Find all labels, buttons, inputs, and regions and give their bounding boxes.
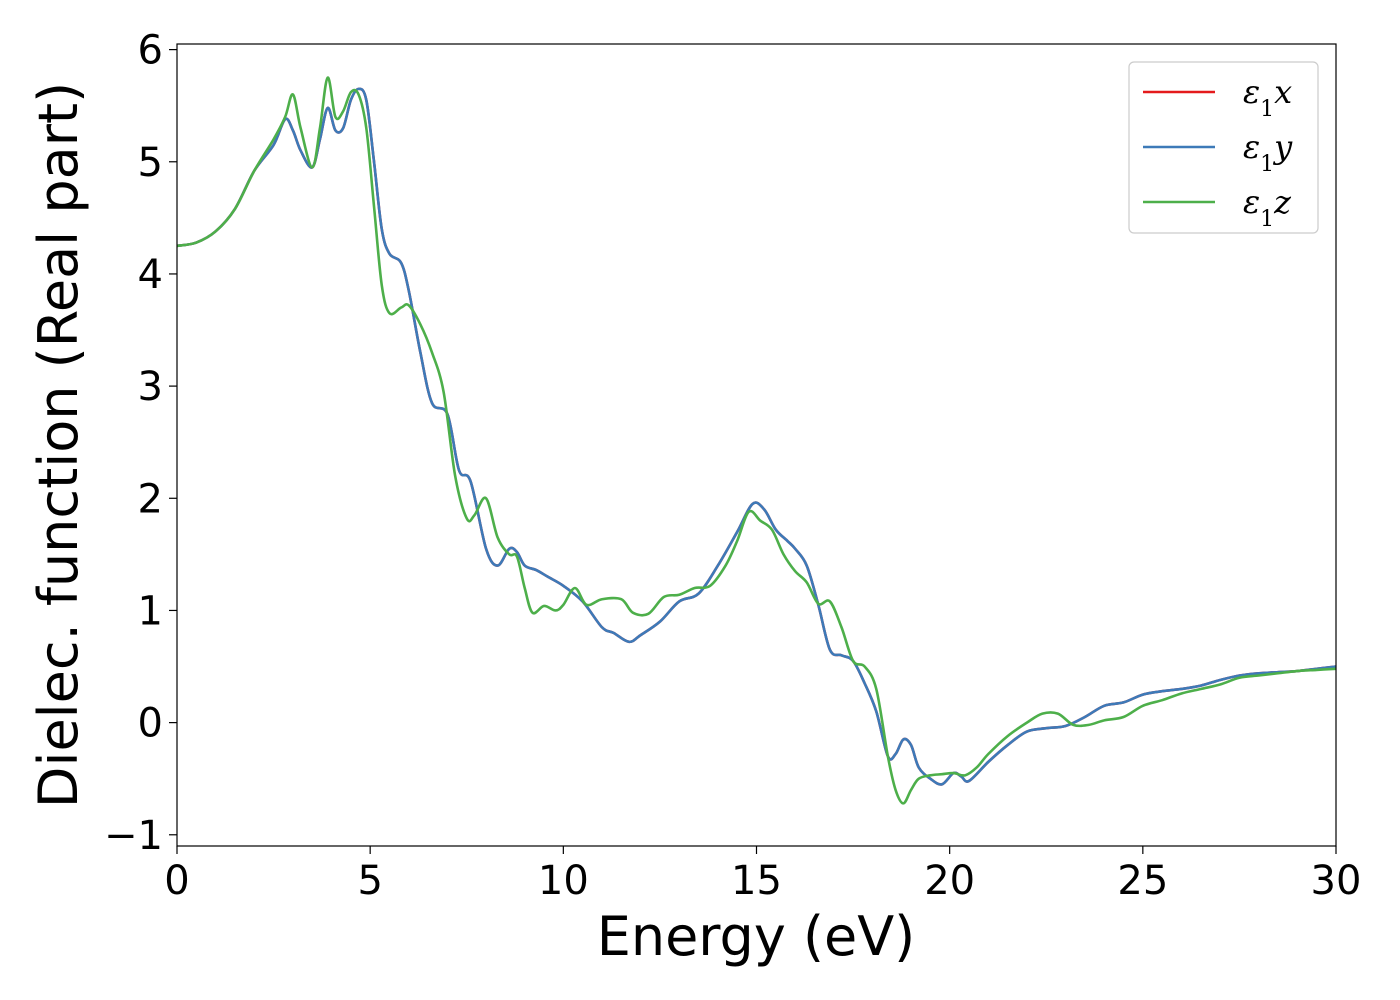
plot-frame — [176, 43, 1337, 847]
y-tick-label: −1 — [104, 813, 163, 859]
y-axis-label: Dielec. function (Real part) — [27, 82, 90, 808]
y-tick-label: 2 — [138, 476, 163, 522]
legend-label-z: ε1z — [1243, 183, 1292, 232]
x-tick-label: 15 — [731, 858, 782, 904]
series-line-y — [176, 87, 1337, 786]
x-tick-label: 25 — [1117, 858, 1168, 904]
legend-box — [1128, 61, 1319, 234]
legend-label-x: ε1x — [1243, 73, 1292, 122]
x-tick-label: 30 — [1311, 858, 1362, 904]
x-tick-label: 5 — [357, 858, 382, 904]
y-tick-label: 3 — [138, 364, 163, 410]
y-tick-label: 5 — [138, 140, 163, 186]
x-tick-label: 0 — [164, 858, 189, 904]
y-tick-label: 4 — [138, 252, 163, 298]
y-tick-label: 0 — [138, 701, 163, 747]
y-tick-label: 1 — [138, 588, 163, 634]
x-tick-label: 10 — [538, 858, 589, 904]
legend: ε1x ε1y ε1z — [1128, 61, 1319, 234]
series-line-z — [176, 76, 1337, 805]
series-layer — [176, 76, 1337, 805]
x-tick-label: 20 — [924, 858, 975, 904]
y-tick-label: 6 — [138, 28, 163, 74]
x-axis-label: Energy (eV) — [597, 905, 916, 968]
legend-label-y: ε1y — [1243, 128, 1293, 177]
